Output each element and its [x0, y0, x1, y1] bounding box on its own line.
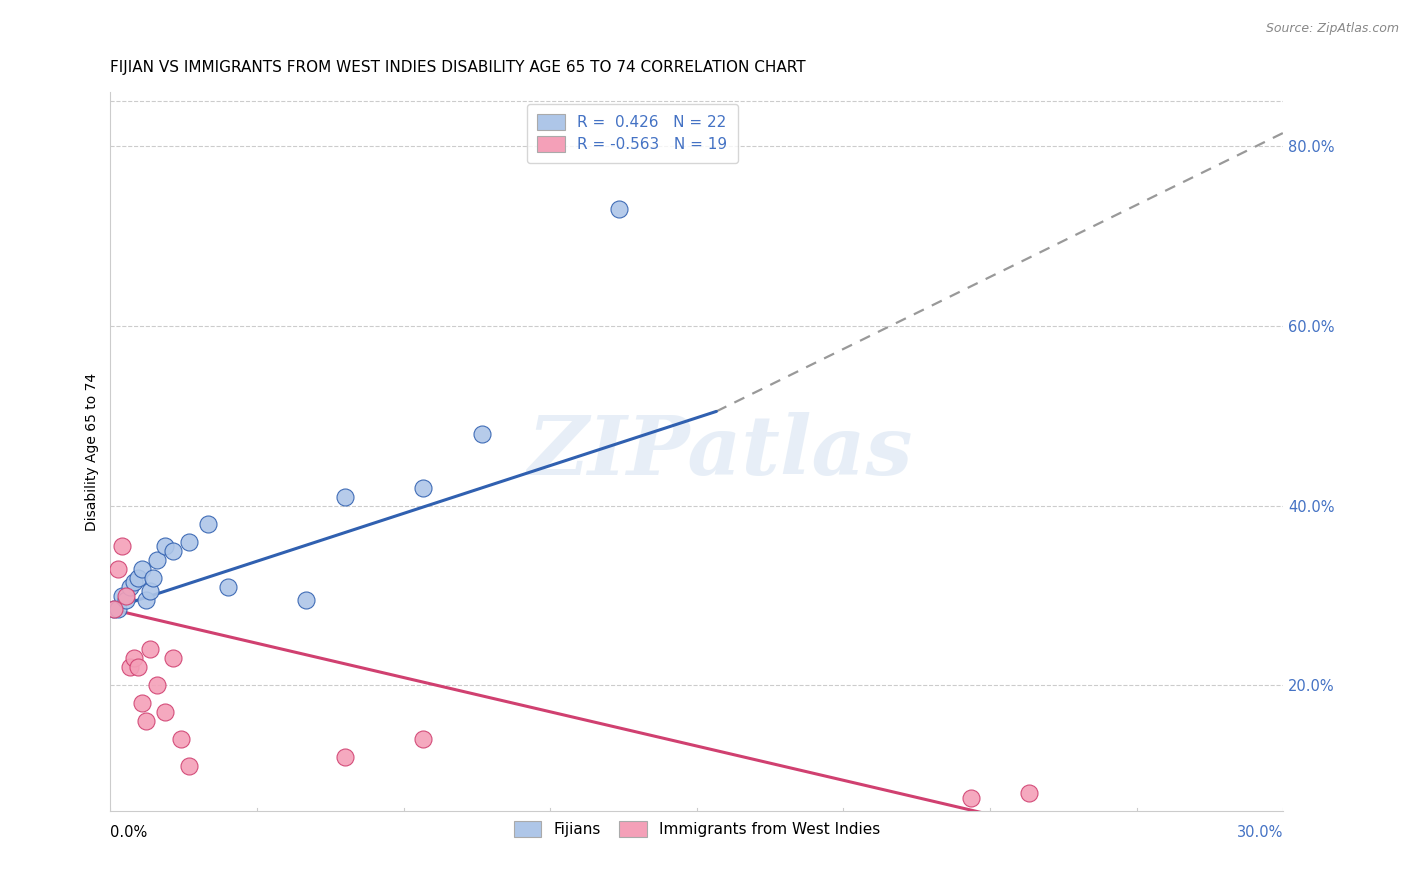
Point [107, 602, 129, 616]
Point [107, 561, 129, 575]
Point [333, 490, 356, 504]
Point [217, 580, 239, 594]
Point [412, 481, 434, 495]
Point [959, 790, 981, 805]
Point [153, 706, 176, 720]
Point [138, 642, 160, 657]
Point [333, 750, 356, 764]
Point [103, 602, 125, 616]
Point [177, 759, 200, 773]
Legend: Fijians, Immigrants from West Indies: Fijians, Immigrants from West Indies [508, 815, 886, 843]
Point [127, 660, 149, 674]
Point [142, 571, 165, 585]
Point [412, 732, 434, 747]
Text: 0.0%: 0.0% [111, 825, 148, 839]
Point [146, 678, 169, 692]
Point [131, 561, 153, 575]
Point [115, 593, 138, 607]
Point [118, 660, 141, 674]
Point [197, 516, 219, 531]
Point [118, 580, 141, 594]
Text: FIJIAN VS IMMIGRANTS FROM WEST INDIES DISABILITY AGE 65 TO 74 CORRELATION CHART: FIJIAN VS IMMIGRANTS FROM WEST INDIES DI… [111, 60, 806, 75]
Text: Source: ZipAtlas.com: Source: ZipAtlas.com [1265, 22, 1399, 36]
Point [135, 714, 157, 729]
Point [122, 575, 145, 590]
Point [135, 593, 157, 607]
Point [471, 426, 494, 441]
Point [138, 584, 160, 599]
Y-axis label: Disability Age 65 to 74: Disability Age 65 to 74 [86, 373, 100, 531]
Point [115, 589, 138, 603]
Point [127, 571, 149, 585]
Point [1018, 786, 1040, 800]
Point [162, 651, 184, 665]
Point [295, 593, 318, 607]
Point [162, 543, 184, 558]
Point [170, 732, 193, 747]
Text: 30.0%: 30.0% [1237, 825, 1284, 839]
Point [153, 539, 176, 553]
Point [177, 534, 200, 549]
Point [122, 651, 145, 665]
Point [103, 602, 125, 616]
Text: ZIPatlas: ZIPatlas [527, 412, 912, 491]
Point [607, 202, 630, 217]
Point [111, 589, 134, 603]
Point [111, 539, 134, 553]
Point [131, 697, 153, 711]
Point [146, 552, 169, 566]
